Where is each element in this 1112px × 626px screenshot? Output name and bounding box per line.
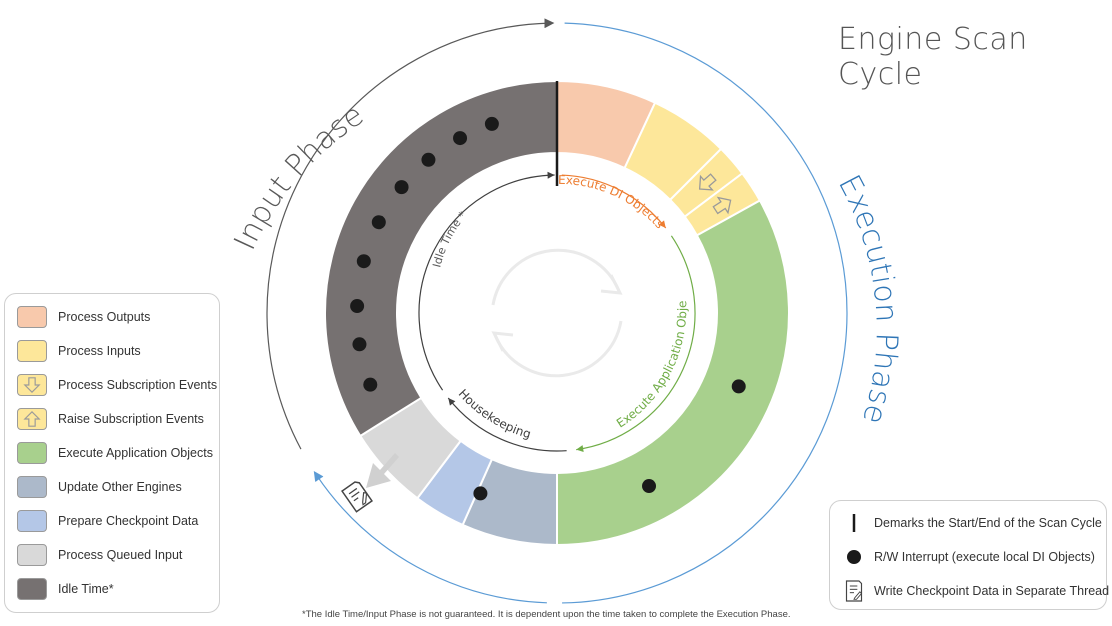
arrowhead <box>547 171 555 179</box>
legend-item: Process Queued Input <box>17 543 182 567</box>
interrupt-dot <box>352 337 367 352</box>
legend-item: Prepare Checkpoint Data <box>17 509 198 533</box>
interrupt-dot <box>453 131 468 146</box>
execute-application-objects-arc <box>576 235 696 451</box>
legend-item: Idle Time* <box>17 577 114 601</box>
legend-swatch <box>17 306 47 328</box>
interrupt-dot <box>421 152 436 167</box>
legend-label: Process Queued Input <box>58 548 183 562</box>
legend-label: Raise Subscription Events <box>58 412 204 426</box>
interrupt-dot-icon <box>844 546 864 568</box>
key-label: Write Checkpoint Data in Separate Thread <box>874 584 1110 598</box>
legend-swatch <box>17 578 47 600</box>
legend-swatch <box>17 442 47 464</box>
legend-item: Raise Subscription Events <box>17 407 204 431</box>
execute-application-objects-segment <box>556 199 790 547</box>
housekeeping-arc <box>447 397 567 452</box>
process-subscription-event-arrow-icon <box>698 173 717 191</box>
arrowhead <box>576 445 584 453</box>
execution-phase-arc <box>562 22 848 604</box>
legend-item: Update Other Engines <box>17 475 182 499</box>
cycle-refresh-icon <box>491 248 623 378</box>
housekeeping-label: Housekeeping <box>456 386 533 441</box>
interrupt-dot <box>394 180 409 195</box>
interrupt-dot <box>484 116 499 131</box>
interrupt-dot <box>356 254 371 269</box>
interrupt-dot <box>350 299 365 314</box>
key-item: R/W Interrupt (execute local DI Objects) <box>844 546 1095 568</box>
legend-item: Process Inputs <box>17 339 141 363</box>
execution-phase-label: Execution Phase <box>831 169 904 428</box>
idle-time-label: Idle Time * <box>430 209 469 269</box>
checkpoint-document-icon <box>341 481 373 513</box>
legend-item: Process Outputs <box>17 305 150 329</box>
arrowhead <box>658 220 666 229</box>
legend-swatch <box>17 340 47 362</box>
interrupt-dot <box>371 215 386 230</box>
interrupt-dot <box>363 377 378 392</box>
start-end-marker-icon <box>844 512 864 534</box>
interrupt-dot <box>642 479 657 494</box>
key-label: Demarks the Start/End of the Scan Cycle <box>874 516 1102 530</box>
legend-label: Process Inputs <box>58 344 141 358</box>
idle-time-arc <box>418 174 555 391</box>
legend-label: Update Other Engines <box>58 480 182 494</box>
legend-swatch <box>17 374 47 396</box>
legend-label: Idle Time* <box>58 582 114 596</box>
arrowhead <box>448 397 456 406</box>
arrow-down-icon <box>23 377 41 394</box>
legend-label: Prepare Checkpoint Data <box>58 514 199 528</box>
checkpoint-document-icon <box>844 580 864 602</box>
symbol-key: Demarks the Start/End of the Scan Cycle R… <box>829 500 1109 610</box>
legend-swatch <box>17 408 47 430</box>
legend-label: Execute Application Objects <box>58 446 213 460</box>
legend: Process Outputs Process Inputs Process Sub… <box>4 293 220 613</box>
queued-input-arrow <box>366 453 399 488</box>
arrow-up-icon <box>23 410 41 427</box>
interrupt-dot <box>731 379 746 394</box>
legend-swatch <box>17 544 47 566</box>
legend-swatch <box>17 510 47 532</box>
legend-swatch <box>17 476 47 498</box>
legend-item: Execute Application Objects <box>17 441 213 465</box>
legend-label: Process Outputs <box>58 310 151 324</box>
execute-di-objects-arc <box>561 174 667 229</box>
footnote: *The Idle Time/Input Phase is not guaran… <box>302 609 791 620</box>
execution-phase-arrow <box>313 471 547 604</box>
legend-item: Process Subscription Events <box>17 373 217 397</box>
input-phase-arrow <box>266 18 555 450</box>
interrupt-dot <box>473 486 488 501</box>
legend-label: Process Subscription Events <box>58 378 218 392</box>
key-label: R/W Interrupt (execute local DI Objects) <box>874 550 1095 564</box>
key-item: Write Checkpoint Data in Separate Thread <box>844 580 1109 602</box>
key-item: Demarks the Start/End of the Scan Cycle <box>844 512 1102 534</box>
idle-time-segment <box>324 79 558 438</box>
raise-subscription-event-arrow-icon <box>712 196 732 215</box>
page-title: Engine Scan Cycle <box>838 22 1028 92</box>
